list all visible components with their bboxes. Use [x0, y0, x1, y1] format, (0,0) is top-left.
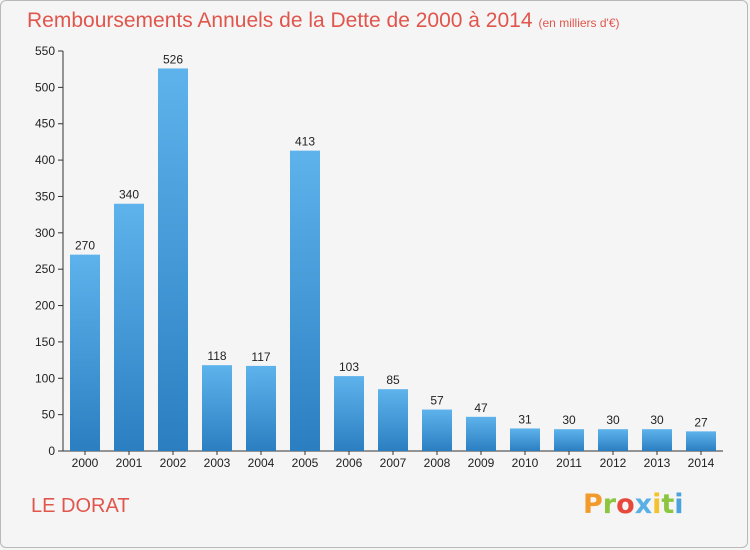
- y-tick-label: 550: [35, 44, 55, 58]
- data-label-2000: 270: [75, 239, 95, 253]
- data-label-2014: 27: [694, 415, 708, 429]
- y-tick-label: 300: [35, 226, 55, 240]
- x-tick-label-2005: 2005: [292, 456, 319, 470]
- data-label-2003: 118: [207, 349, 226, 363]
- x-tick-label-2006: 2006: [336, 456, 363, 470]
- bar-2012: [598, 429, 628, 451]
- bar-2007: [378, 389, 408, 451]
- y-tick-label: 100: [35, 371, 55, 385]
- bar-2008: [422, 409, 452, 451]
- proxiti-letter: x: [634, 489, 653, 520]
- bar-2000: [70, 254, 100, 451]
- y-tick-label: 250: [35, 262, 55, 276]
- y-tick-label: 450: [35, 117, 55, 131]
- y-tick-label: 150: [35, 335, 55, 349]
- data-label-2002: 526: [163, 52, 183, 66]
- x-tick-label-2008: 2008: [424, 456, 451, 470]
- chart-unit-label: (en milliers d'€): [538, 16, 620, 30]
- y-tick-label: 0: [48, 444, 55, 458]
- data-label-2010: 31: [518, 412, 532, 426]
- x-tick-label-2013: 2013: [644, 456, 671, 470]
- data-labels: 270 340 526 118 117 413 103 85 57 47 31 30 30 30 27: [75, 52, 708, 429]
- proxiti-letter: r: [602, 489, 617, 520]
- x-tick-label-2007: 2007: [380, 456, 407, 470]
- chart-title: Remboursements Annuels de la Dette de 20…: [27, 9, 620, 33]
- commune-name: LE DORAT: [31, 495, 130, 517]
- y-tick-label: 400: [35, 153, 55, 167]
- x-tick-label-2001: 2001: [116, 456, 143, 470]
- x-tick-label-2002: 2002: [160, 456, 187, 470]
- x-tick-label-2009: 2009: [468, 456, 495, 470]
- bar-2004: [246, 365, 276, 451]
- proxiti-logo[interactable]: Proxiti: [583, 489, 684, 520]
- x-tick-label-2004: 2004: [248, 456, 275, 470]
- x-tick-label-2000: 2000: [72, 456, 99, 470]
- proxiti-letter: t: [661, 489, 675, 520]
- data-label-2006: 103: [339, 360, 359, 374]
- data-label-2004: 117: [251, 350, 270, 364]
- x-tick-label-2011: 2011: [556, 456, 582, 470]
- y-tick-label: 50: [42, 408, 56, 422]
- bar-2002: [158, 68, 188, 452]
- data-label-2001: 340: [119, 188, 139, 202]
- proxiti-letter: i: [674, 489, 684, 520]
- data-label-2011: 30: [562, 413, 576, 427]
- proxiti-letter: i: [652, 489, 662, 520]
- bar-2013: [642, 429, 672, 451]
- proxiti-letter: o: [616, 489, 635, 520]
- bar-2009: [466, 416, 496, 451]
- bar-2011: [554, 429, 584, 451]
- bar-2006: [334, 376, 364, 451]
- bar-2001: [114, 203, 144, 451]
- bar-2003: [202, 365, 232, 451]
- chart-title-text: Remboursements Annuels de la Dette de 20…: [27, 9, 533, 32]
- data-label-2005: 413: [295, 135, 315, 149]
- proxiti-letter: P: [583, 489, 603, 520]
- y-tick-label: 350: [35, 189, 55, 203]
- x-tick-label-2003: 2003: [204, 456, 231, 470]
- data-label-2013: 30: [650, 413, 664, 427]
- y-tick-label: 500: [35, 80, 55, 94]
- x-tick-label-2014: 2014: [688, 456, 715, 470]
- bar-2014: [686, 431, 716, 451]
- x-tick-label-2010: 2010: [512, 456, 539, 470]
- x-tick-label-2012: 2012: [600, 456, 627, 470]
- data-label-2008: 57: [430, 394, 444, 408]
- y-tick-label: 200: [35, 299, 55, 313]
- bar-2005: [290, 150, 320, 452]
- data-label-2007: 85: [386, 373, 400, 387]
- bars: [70, 68, 716, 452]
- data-label-2009: 47: [474, 401, 488, 415]
- bar-2010: [510, 428, 540, 451]
- data-label-2012: 30: [606, 413, 620, 427]
